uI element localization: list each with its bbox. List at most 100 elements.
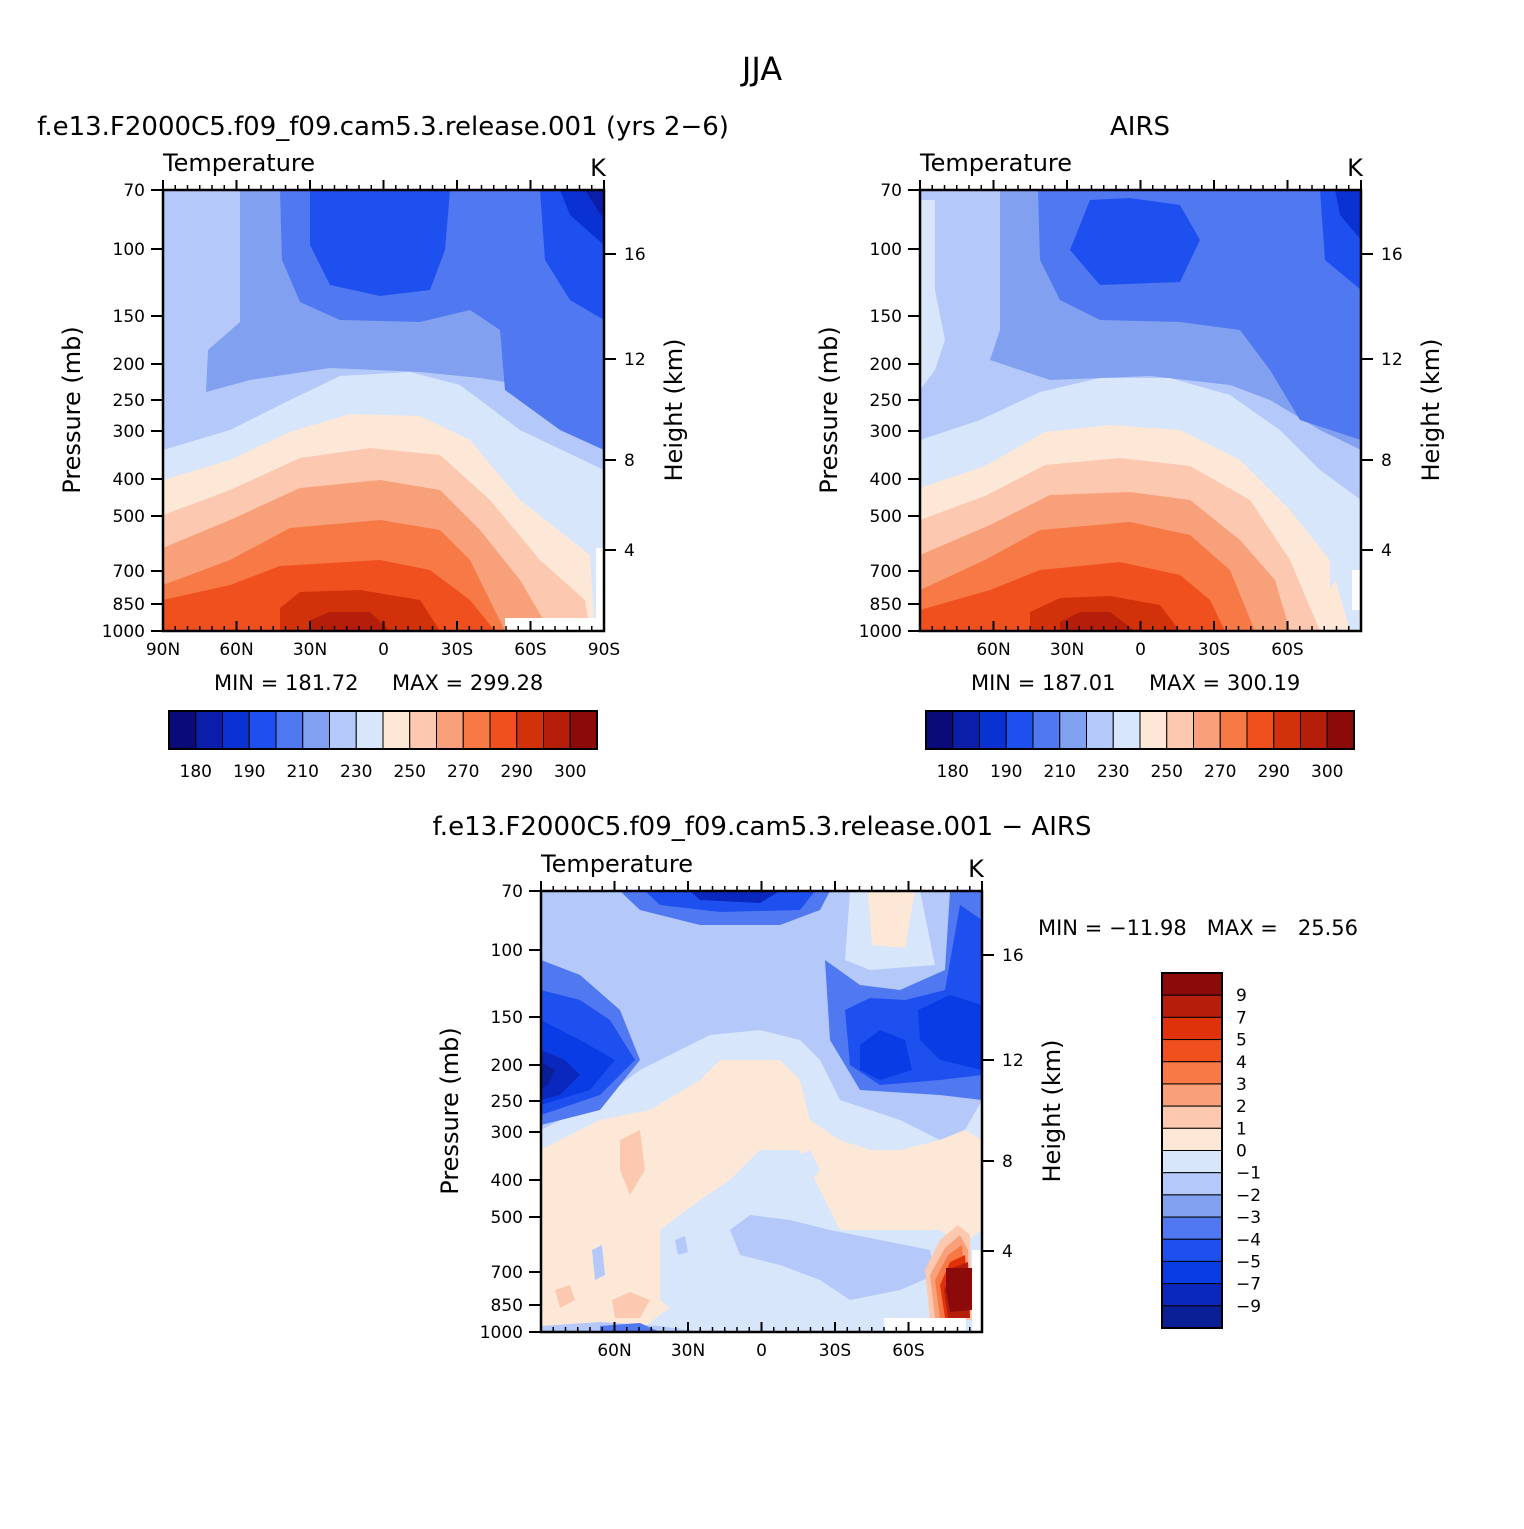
panel1-units-label: K [590,154,607,182]
panel1-contour-field [163,190,604,631]
panel2-min-label: MIN = 187.01 [971,671,1115,695]
panel3-colorbar-swatch [1161,1305,1223,1329]
panel1-min-label: MIN = 181.72 [214,671,358,695]
panel1-colorbar-label: 210 [287,762,319,782]
panel2-y-axis-label: Pressure (mb) [815,326,843,493]
panel3-y2-tick-label: 4 [1002,1242,1013,1262]
panel3-colorbar-swatch [1161,994,1223,1018]
panel2-x-tick-label: 30S [1198,640,1230,660]
panel1-y-tick-label: 400 [113,470,145,490]
panel1-y-tick-label: 1000 [102,622,145,642]
panel3-title: f.e13.F2000C5.f09_f09.cam5.3.release.001… [433,812,1092,842]
panel2-colorbar-label: 250 [1151,762,1183,782]
panel2-y-tick-label: 200 [870,355,902,375]
panel2-colorbar-label: 230 [1097,762,1129,782]
panel3-y-tick-label: 700 [491,1263,523,1283]
panel3-colorbar-label: −4 [1236,1230,1261,1250]
panel1-colorbar-swatch [462,710,491,750]
panel1-colorbar-swatch [489,710,518,750]
panel1-colorbar-swatch [275,710,304,750]
panel1-colorbar-label: 250 [394,762,426,782]
panel3-colorbar-label: −2 [1236,1186,1261,1206]
panel1-axes: 90N 60N 30N 0 30S 60S 90S 70 100 150 200 250 300 400 5… [102,180,646,660]
panel3-colorbar-label: 9 [1236,986,1247,1006]
panel3-y-tick-label: 70 [501,882,523,902]
panel2-units-label: K [1347,154,1364,182]
panel3-colorbar-label: 3 [1236,1075,1247,1095]
panel2-title: AIRS [1110,112,1170,142]
panel1-colorbar-label: 180 [180,762,212,782]
panel2-colorbar-swatch [1005,710,1034,750]
panel1-max-label: MAX = 299.28 [392,671,543,695]
panel1-x-tick-label: 60S [514,640,546,660]
panel1-colorbar-label: 270 [447,762,479,782]
panel-airs: AIRS Temperature K 60N 30N 0 30S 60S 70 100 150… [815,112,1445,782]
panel2-y2-tick-label: 16 [1381,245,1403,265]
panel2-colorbar-label: 290 [1258,762,1290,782]
panel3-colorbar-swatch [1161,1150,1223,1174]
panel2-y2-axis-label: Height (km) [1417,339,1445,482]
panel2-y-tick-label: 250 [870,391,902,411]
panel1-x-tick-label: 30N [293,640,327,660]
panel3-colorbar-label: 5 [1236,1031,1247,1051]
panel3-y-tick-label: 500 [491,1208,523,1228]
panel1-x-tick-label: 90N [146,640,180,660]
panel3-y2-tick-label: 16 [1002,946,1024,966]
panel1-colorbar-swatch [195,710,223,750]
panel1-y-tick-label: 300 [113,422,145,442]
panel3-y-tick-label: 100 [491,941,523,961]
panel3-colorbar-frame [1161,972,1223,1329]
panel3-colorbar-swatch [1161,1216,1223,1240]
panel2-colorbar-swatch [952,710,980,750]
panel3-y-tick-label: 850 [491,1296,523,1316]
panel1-colorbar: 180 190 210 230 250 270 290 300 [168,710,598,782]
panel3-colorbar-swatch [1161,1260,1223,1285]
panel1-colorbar-swatch [168,710,197,750]
panel1-colorbar-label: 190 [233,762,265,782]
panel1-y-tick-label: 100 [113,240,145,260]
panel3-minmax-label: MIN = −11.98 MAX = 25.56 [1038,916,1358,940]
panel3-y2-tick-label: 8 [1002,1152,1013,1172]
panel1-colorbar-swatch [382,710,411,750]
panel2-colorbar-swatch [1219,710,1248,750]
panel-model: f.e13.F2000C5.f09_f09.cam5.3.release.001… [37,112,729,782]
panel1-colorbar-label: 300 [554,762,586,782]
panel2-y-tick-label: 300 [870,422,902,442]
panel1-colorbar-swatch [329,710,357,750]
panel1-colorbar-swatch [543,710,571,750]
panel3-y2-tick-label: 12 [1002,1051,1024,1071]
panel2-colorbar-label: 270 [1204,762,1236,782]
panel3-colorbar-swatch [1161,1194,1223,1218]
panel3-x-tick-label: 30S [819,1341,851,1361]
panel1-y-tick-label: 250 [113,391,145,411]
panel2-colorbar-swatch [1166,710,1194,750]
panel2-colorbar-swatch [1273,710,1301,750]
panel2-colorbar-swatch [979,710,1007,750]
panel1-x-tick-label: 0 [378,640,389,660]
panel3-colorbar-swatch [1161,1083,1223,1107]
panel2-colorbar-frame [925,710,1355,750]
panel1-colorbar-swatch [302,710,330,750]
panel3-x-tick-label: 60N [597,1341,631,1361]
panel1-y-axis-label: Pressure (mb) [58,326,86,493]
panel2-colorbar-label: 300 [1311,762,1343,782]
panel2-axes: 60N 30N 0 30S 60S 70 100 150 200 250 300 400 500 700 8… [859,180,1403,660]
panel2-colorbar-swatch [1193,710,1221,750]
panel2-colorbar-swatch [1112,710,1141,750]
panel1-variable-label: Temperature [162,149,315,177]
panel1-y-tick-label: 150 [113,307,145,327]
panel3-colorbar-swatch [1161,1016,1223,1041]
panel2-y2-tick-label: 8 [1381,451,1392,471]
panel1-x-tick-label: 30S [441,640,473,660]
panel2-colorbar-label: 190 [990,762,1022,782]
panel1-colorbar-swatch [516,710,544,750]
panel1-y-tick-label: 200 [113,355,145,375]
panel3-contour-field [541,891,982,1332]
panel1-colorbar-swatch [248,710,277,750]
panel3-colorbar-label: 2 [1236,1097,1247,1117]
panel1-colorbar-swatch [222,710,250,750]
panel3-colorbar-label: −7 [1236,1275,1261,1295]
panel2-colorbar-swatch [1300,710,1328,750]
